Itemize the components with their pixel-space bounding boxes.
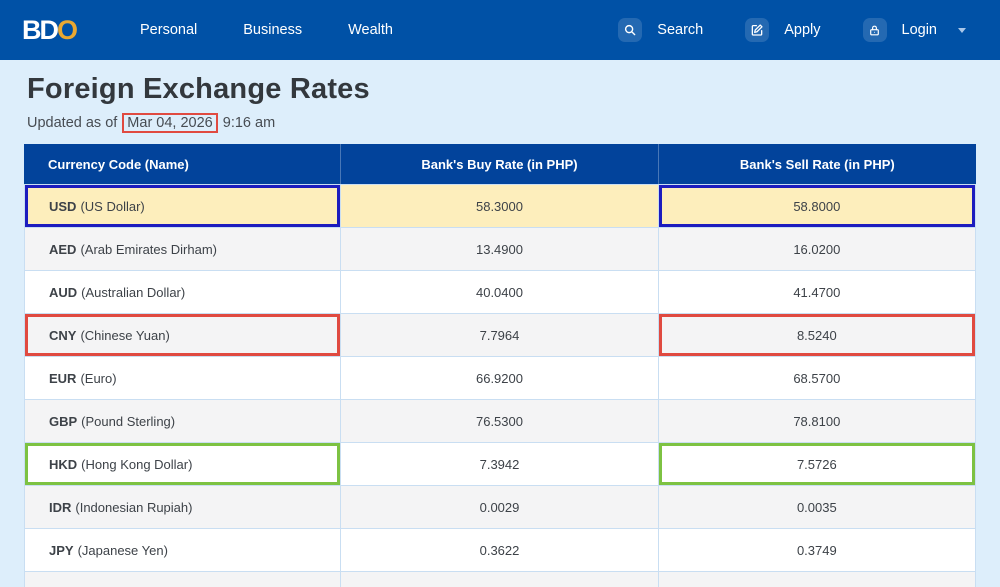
sell-rate-cell: 78.8100 [658, 399, 976, 442]
currency-cell-annotated-red: CNY (Chinese Yuan) [24, 313, 342, 356]
currency-name: (Pound Sterling) [81, 413, 176, 429]
nav-link-business[interactable]: Business [243, 22, 303, 38]
table-row-eur: EUR (Euro) 66.9200 68.5700 [24, 356, 976, 399]
buy-rate-cell: 66.9200 [341, 356, 659, 399]
buy-rate-cell: 7.3942 [341, 442, 659, 485]
sell-rate-cell [658, 571, 976, 587]
currency-code: AED [49, 241, 77, 257]
search-icon [618, 18, 643, 42]
currency-code: JPY [49, 542, 74, 558]
table-row-cny: CNY (Chinese Yuan) 7.7964 8.5240 [24, 313, 976, 356]
apply-button[interactable]: Apply [745, 18, 821, 42]
buy-rate-cell [341, 571, 659, 587]
chevron-down-icon [958, 27, 966, 33]
edit-icon [745, 18, 770, 42]
buy-rate-cell: 58.3000 [341, 184, 659, 227]
table-row-hkd: HKD (Hong Kong Dollar) 7.3942 7.5726 [24, 442, 976, 485]
table-row-aed: AED (Arab Emirates Dirham) 13.4900 16.0200 [24, 227, 976, 270]
currency-name: (Australian Dollar) [81, 284, 186, 300]
currency-name: (US Dollar) [80, 198, 145, 214]
logo-bd: BD [22, 14, 59, 45]
sell-rate-cell: 0.0035 [658, 485, 976, 528]
currency-cell: AUD (Australian Dollar) [24, 270, 342, 313]
currency-cell-annotated-green: HKD (Hong Kong Dollar) [24, 442, 342, 485]
currency-cell: EUR (Euro) [24, 356, 342, 399]
currency-cell: GBP (Pound Sterling) [24, 399, 342, 442]
sell-rate-cell-annotated-red: 8.5240 [658, 313, 976, 356]
sell-rate-cell: 41.4700 [658, 270, 976, 313]
lock-icon [862, 18, 887, 42]
sell-rate-cell-annotated-green: 7.5726 [658, 442, 976, 485]
login-button[interactable]: Login [862, 18, 966, 42]
currency-name: (Japanese Yen) [77, 542, 168, 558]
fx-table-body: USD (US Dollar) 58.3000 58.8000 AED (Arab Emi… [24, 184, 976, 587]
apply-label: Apply [784, 22, 821, 38]
currency-code: IDR [49, 499, 72, 515]
sell-rate-cell: 68.5700 [658, 356, 976, 399]
page-content: Foreign Exchange Rates Updated as of Mar… [0, 73, 1000, 587]
currency-cell-annotated-blue: USD (US Dollar) [24, 184, 342, 227]
buy-rate-cell: 40.0400 [341, 270, 659, 313]
buy-rate-cell: 0.3622 [341, 528, 659, 571]
buy-rate-cell: 13.4900 [341, 227, 659, 270]
currency-code: USD [49, 198, 77, 214]
bdo-logo[interactable]: BDO [22, 14, 78, 45]
primary-nav: Personal Business Wealth [140, 22, 393, 38]
table-row-gbp: GBP (Pound Sterling) 76.5300 78.8100 [24, 399, 976, 442]
currency-name: (Arab Emirates Dirham) [80, 241, 217, 257]
date-annotation-box: Mar 04, 2026 [122, 113, 218, 133]
currency-code: AUD [49, 284, 78, 300]
navbar-actions: Search Apply Login [618, 18, 966, 42]
column-header-buy-rate: Bank's Buy Rate (in PHP) [341, 144, 659, 184]
currency-code: GBP [49, 413, 78, 429]
currency-cell: AED (Arab Emirates Dirham) [24, 227, 342, 270]
logo-o: O [57, 14, 78, 45]
top-navbar: BDO Personal Business Wealth Search Appl… [0, 0, 1000, 60]
currency-name: (Chinese Yuan) [80, 327, 170, 343]
sell-rate-cell: 16.0200 [658, 227, 976, 270]
search-label: Search [657, 22, 704, 38]
currency-cell: JPY (Japanese Yen) [24, 528, 342, 571]
table-row-jpy: JPY (Japanese Yen) 0.3622 0.3749 [24, 528, 976, 571]
sell-rate-cell: 0.3749 [658, 528, 976, 571]
currency-cell: IDR (Indonesian Rupiah) [24, 485, 342, 528]
login-label: Login [901, 22, 937, 38]
currency-name: (Euro) [80, 370, 117, 386]
table-row-idr: IDR (Indonesian Rupiah) 0.0029 0.0035 [24, 485, 976, 528]
table-row-partial [24, 571, 976, 587]
page-title: Foreign Exchange Rates [27, 73, 370, 105]
currency-code: CNY [49, 327, 77, 343]
column-header-sell-rate: Bank's Sell Rate (in PHP) [658, 144, 976, 184]
nav-link-personal[interactable]: Personal [140, 22, 198, 38]
column-header-currency: Currency Code (Name) [24, 144, 342, 184]
buy-rate-cell: 7.7964 [341, 313, 659, 356]
fx-table-header: Currency Code (Name) Bank's Buy Rate (in… [24, 144, 976, 184]
sell-rate-cell-annotated-blue: 58.8000 [658, 184, 976, 227]
fx-rates-table: Currency Code (Name) Bank's Buy Rate (in… [24, 144, 976, 587]
currency-name: (Indonesian Rupiah) [75, 499, 193, 515]
currency-code: EUR [49, 370, 77, 386]
updated-timestamp: Updated as of Mar 04, 2026 9:16 am [27, 113, 976, 133]
table-row-usd: USD (US Dollar) 58.3000 58.8000 [24, 184, 976, 227]
currency-code: HKD [49, 456, 78, 472]
updated-time: 9:16 am [222, 115, 276, 131]
buy-rate-cell: 0.0029 [341, 485, 659, 528]
buy-rate-cell: 76.5300 [341, 399, 659, 442]
table-row-aud: AUD (Australian Dollar) 40.0400 41.4700 [24, 270, 976, 313]
currency-name: (Hong Kong Dollar) [81, 456, 193, 472]
currency-cell [24, 571, 342, 587]
search-button[interactable]: Search [618, 18, 703, 42]
nav-link-wealth[interactable]: Wealth [348, 22, 393, 38]
updated-prefix: Updated as of [27, 115, 118, 131]
